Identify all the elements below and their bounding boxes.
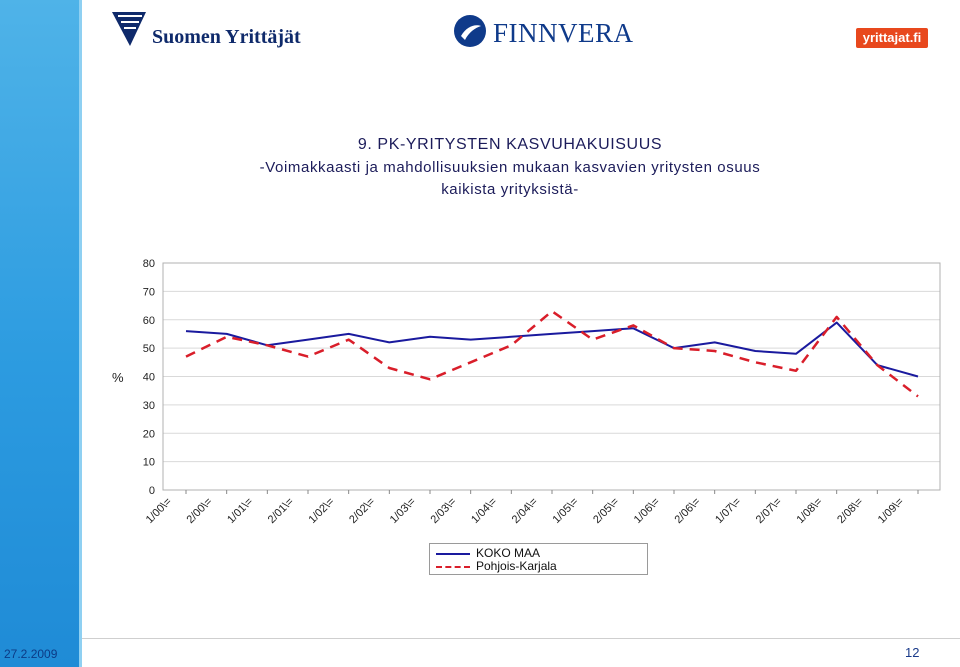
page-number: 12 [905, 645, 920, 660]
chart-gridlines [163, 290, 940, 463]
y-tick-label: 10 [143, 457, 155, 469]
footer-divider [82, 638, 960, 639]
legend-item-koko-maa: KOKO MAA [436, 546, 541, 560]
y-axis-label: % [112, 370, 124, 385]
legend-label-koko-maa: KOKO MAA [476, 546, 541, 560]
y-tick-label: 40 [143, 372, 155, 384]
legend-swatch-koko-maa [436, 553, 470, 555]
y-tick-label: 50 [143, 343, 155, 355]
x-tick-label: 2/01\= [266, 496, 296, 526]
y-tick-label: 0 [149, 485, 155, 497]
y-tick-label: 30 [143, 400, 155, 412]
x-tick-label: 2/08\= [835, 496, 865, 526]
x-tick-label: 1/07\= [713, 496, 743, 526]
x-tick-label: 1/06\= [632, 496, 662, 526]
y-tick-label: 20 [143, 428, 155, 440]
chart-subtitle-line-2: kaikista yrityksistä- [441, 181, 579, 198]
finnvera-logo-mark [454, 15, 486, 47]
y-tick-label: 60 [143, 315, 155, 327]
chart-title: 9. PK-YRITYSTEN KASVUHAKUISUUS [357, 136, 663, 153]
suomen-yrittajat-logo: Suomen Yrittäjät [112, 12, 312, 52]
chart-subtitle-line-1: -Voimakkaasti ja mahdollisuuksien mukaan… [259, 159, 761, 176]
x-tick-label: 1/01\= [225, 496, 255, 526]
legend-item-pohjois-karjala: Pohjois-Karjala [436, 559, 557, 573]
y-tick-label: 80 [143, 258, 155, 270]
sidebar-decoration [0, 0, 82, 667]
suomen-yrittajat-logo-mark [112, 12, 146, 46]
x-tick-label: 2/03\= [428, 496, 458, 526]
x-tick-label: 2/06\= [672, 496, 702, 526]
series-line-koko-maa [185, 321, 919, 378]
legend-label-pohjois-karjala: Pohjois-Karjala [476, 559, 557, 573]
x-tick-label: 2/04\= [510, 496, 540, 526]
y-tick-label: 70 [143, 286, 155, 298]
suomen-yrittajat-logo-text: Suomen Yrittäjät [152, 26, 301, 48]
yrittajat-fi-logo: yrittajat.fi [856, 28, 928, 48]
footer-date: 27.2.2009 [4, 647, 58, 661]
x-tick-label: 1/00\= [144, 496, 174, 526]
finnvera-logo: FINNVERA [453, 14, 633, 54]
chart-legend: KOKO MAA Pohjois-Karjala [429, 543, 648, 575]
x-tick-label: 1/09\= [876, 496, 906, 526]
series-line-pohjois-karjala [185, 309, 919, 398]
x-tick-label: 1/03\= [388, 496, 418, 526]
x-tick-label: 1/08\= [794, 496, 824, 526]
x-tick-label: 1/04\= [469, 496, 499, 526]
x-tick-label: 1/02\= [306, 496, 336, 526]
x-tick-label: 2/00\= [184, 496, 214, 526]
x-tick-label: 2/05\= [591, 496, 621, 526]
finnvera-logo-text: FINNVERA [493, 18, 634, 48]
x-tick-label: 2/02\= [347, 496, 377, 526]
chart-axes: 0 10 20 30 40 50 60 70 80 1/00\= 2/00\= 1/01\= 2/01\… [143, 258, 941, 526]
x-tick-label: 1/05\= [550, 496, 580, 526]
x-tick-label: 2/07\= [754, 496, 784, 526]
chart-series [185, 309, 919, 398]
legend-swatch-pohjois-karjala [436, 566, 470, 568]
